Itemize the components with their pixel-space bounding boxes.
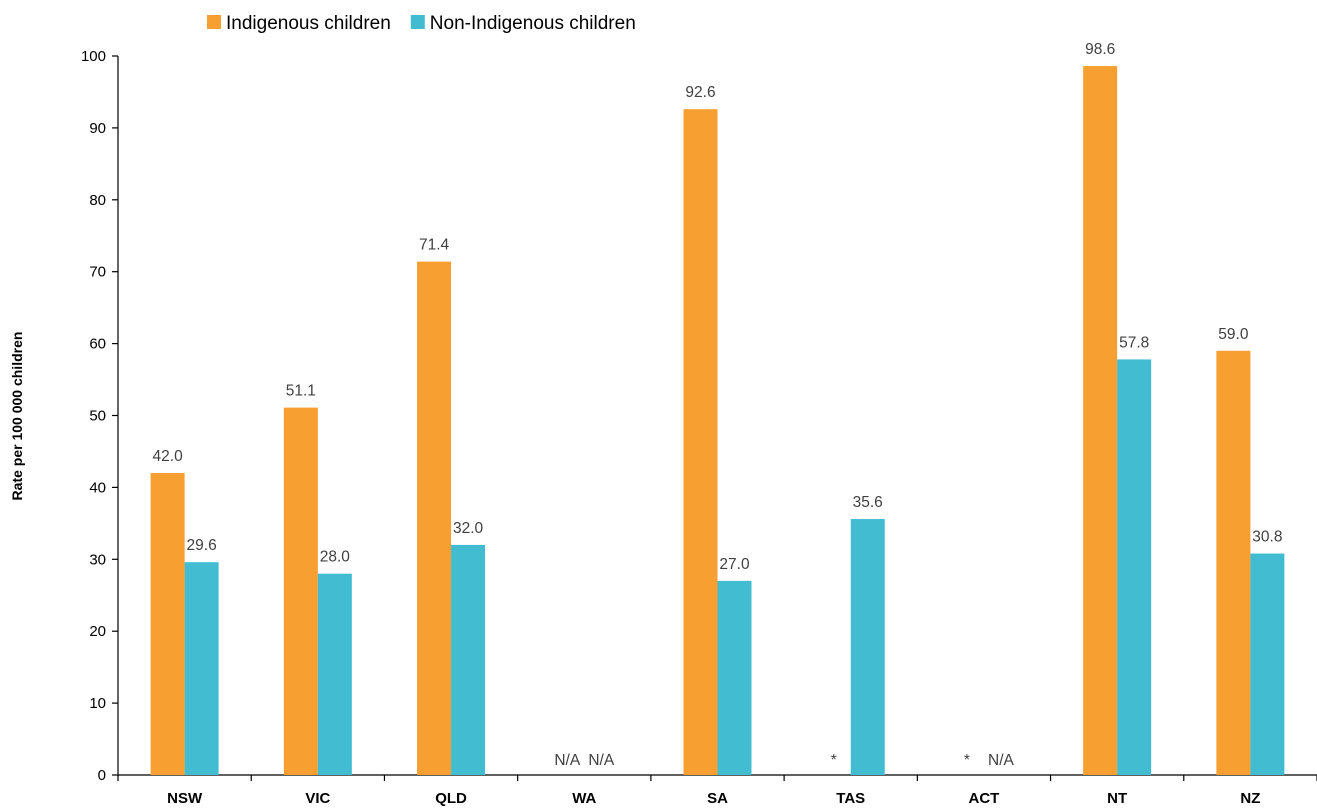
bar [1216,350,1251,775]
bar [283,407,318,775]
bar [850,519,885,775]
data-label: 92.6 [685,84,715,101]
y-tick-label: 20 [89,623,106,640]
data-label: 35.6 [853,494,883,511]
category-label: WA [572,790,596,807]
legend: Indigenous children Non-Indigenous childr… [207,13,636,34]
bar [451,544,486,775]
data-label: 59.0 [1218,326,1249,343]
category-label: NT [1107,790,1127,807]
bar [1117,359,1152,775]
data-label: * [964,752,970,769]
category-label: VIC [305,790,330,807]
y-tick-label: 80 [89,192,106,209]
category-label: ACT [969,790,1000,807]
data-label: 98.6 [1085,41,1115,58]
category-label: SA [707,790,728,807]
bar [184,562,219,775]
bar [683,109,718,776]
data-label: 51.1 [286,383,316,400]
bar [1250,553,1285,775]
y-tick-label: 50 [89,408,106,425]
data-labels: 42.0 51.1 71.4 N/A 92.6 * * 98.6 59.0 29.6 28.0 32.… [153,41,1283,769]
y-tick-label: 70 [89,264,106,281]
data-label: 30.8 [1252,529,1282,546]
legend-swatch [207,15,221,29]
bar [1083,66,1118,776]
data-label: 28.0 [320,549,351,566]
y-tick-label: 40 [89,479,106,496]
x-axis: NSW VIC QLD WA SA TAS ACT NT NZ [117,774,1317,807]
data-label: * [831,752,837,769]
legend-label: Indigenous children [226,13,391,34]
y-tick-label: 0 [98,767,106,784]
category-label: NSW [167,790,203,807]
y-tick-label: 100 [81,48,106,65]
y-tick-label: 60 [89,336,106,353]
bar [317,573,352,775]
bars [150,66,1285,776]
data-label: N/A [988,752,1015,769]
legend-swatch [410,15,425,29]
bar [417,261,452,775]
y-axis: 0 10 20 30 40 50 60 70 80 90 100 [81,48,119,784]
data-label: N/A [554,752,581,769]
legend-label: Non-Indigenous children [430,13,636,34]
data-label: 29.6 [187,537,217,554]
category-label: TAS [836,790,865,807]
data-label: 32.0 [453,520,484,537]
data-label: 57.8 [1119,334,1149,351]
y-axis-label: Rate per 100 000 children [9,332,25,501]
bar [150,473,185,775]
y-tick-label: 90 [89,120,106,137]
data-label: 27.0 [719,556,750,573]
category-label: NZ [1240,790,1260,807]
data-label: 71.4 [419,237,450,254]
y-tick-label: 30 [89,551,106,568]
y-tick-label: 10 [89,695,106,712]
data-label: 42.0 [153,448,184,465]
category-label: QLD [435,790,467,807]
bar [717,580,752,775]
data-label: N/A [588,752,615,769]
